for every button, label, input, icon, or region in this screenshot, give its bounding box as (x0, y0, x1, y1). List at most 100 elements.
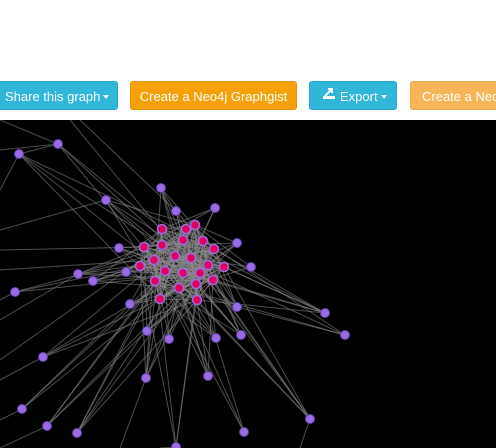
graph-edge (21, 298, 161, 410)
graph-edge (139, 265, 177, 448)
graph-node[interactable] (42, 421, 52, 431)
graph-node-core[interactable] (194, 267, 206, 279)
graph-edge (0, 273, 79, 321)
graph-node[interactable] (232, 238, 242, 248)
graph-edge (76, 228, 187, 434)
graph-edge (105, 199, 156, 282)
graph-canvas[interactable] (0, 120, 496, 448)
graph-edge (202, 240, 217, 339)
graph-node-core[interactable] (218, 261, 230, 273)
graph-node[interactable] (73, 269, 83, 279)
graph-node-core[interactable] (154, 293, 166, 305)
graph-edge (18, 143, 59, 155)
graph-node-core[interactable] (197, 235, 209, 247)
graph-node[interactable] (305, 414, 315, 424)
graph-edge (190, 257, 209, 377)
graph-edge (212, 279, 311, 420)
create-graphgist-button[interactable]: Create a Neo4j Graphgist (130, 81, 297, 110)
graph-node[interactable] (320, 308, 330, 318)
graph-node[interactable] (211, 333, 221, 343)
graph-node[interactable] (246, 262, 256, 272)
graph-node-core[interactable] (207, 274, 219, 286)
graph-edge (0, 356, 44, 381)
graph-edge (0, 199, 107, 231)
graph-node-core[interactable] (189, 219, 201, 231)
create-graphgist-label: Create a Neo4j Graphgist (139, 89, 288, 104)
graph-node-core[interactable] (177, 267, 189, 279)
graph-node[interactable] (53, 139, 63, 149)
graph-node[interactable] (156, 183, 166, 193)
graph-node[interactable] (340, 330, 350, 340)
graph-edge (139, 265, 147, 379)
graph-edge (0, 143, 59, 151)
graph-node-core[interactable] (149, 275, 161, 287)
graph-node[interactable] (88, 276, 98, 286)
top-bar (0, 0, 496, 63)
graph-edge (79, 120, 177, 212)
graph-edge (143, 246, 245, 433)
graph-edge (18, 153, 161, 300)
graph-edge (223, 266, 326, 314)
graph-edge (299, 418, 311, 448)
graph-node-core[interactable] (190, 278, 202, 290)
graph-node[interactable] (121, 267, 131, 277)
graph-edge (194, 224, 238, 244)
share-graph-button[interactable]: Share this graph (0, 81, 118, 110)
share-graph-label: Share this graph (5, 89, 101, 104)
graph-edge (223, 266, 311, 420)
graph-node-core[interactable] (156, 223, 168, 235)
graph-node[interactable] (72, 428, 82, 438)
graph-node[interactable] (239, 427, 249, 437)
graph-node[interactable] (14, 149, 24, 159)
graph-edge (178, 287, 245, 433)
graph-edge (46, 283, 197, 427)
graph-edge (159, 298, 217, 339)
graph-node-core[interactable] (148, 254, 160, 266)
graph-node[interactable] (164, 334, 174, 344)
graph-node[interactable] (236, 330, 246, 340)
graph-edge (76, 272, 184, 434)
graph-edge (207, 279, 214, 377)
graph-edge (194, 224, 252, 268)
graph-edge (125, 271, 184, 274)
graph-node-core[interactable] (191, 294, 203, 306)
graph-edge (92, 265, 141, 282)
graph-node-core[interactable] (208, 243, 220, 255)
graph-edges (0, 120, 346, 448)
create-neo-label: Create a Neo (422, 89, 496, 104)
graph-node-core[interactable] (202, 259, 214, 271)
export-icon (322, 81, 336, 110)
graph-node-core[interactable] (138, 241, 150, 253)
graph-edge (69, 120, 161, 230)
graph-node[interactable] (210, 203, 220, 213)
graph-edge (76, 299, 198, 434)
graph-edge (0, 244, 163, 361)
graph-node[interactable] (17, 404, 27, 414)
graph-node[interactable] (114, 243, 124, 253)
create-neo-button[interactable]: Create a Neo (410, 81, 496, 110)
graph-node[interactable] (232, 302, 242, 312)
network-graph[interactable] (0, 120, 496, 448)
graph-node[interactable] (203, 371, 213, 381)
export-button[interactable]: Export (309, 81, 397, 110)
graph-node[interactable] (101, 195, 111, 205)
graph-node[interactable] (125, 299, 135, 309)
graph-node[interactable] (171, 206, 181, 216)
graph-node-core[interactable] (177, 234, 189, 246)
graph-node-core[interactable] (159, 265, 171, 277)
graph-edge (213, 248, 238, 308)
graph-node-core[interactable] (134, 260, 146, 272)
graph-node[interactable] (142, 326, 152, 336)
graph-node-core[interactable] (156, 239, 168, 251)
graph-node[interactable] (171, 442, 181, 448)
graph-edge (145, 270, 166, 379)
graph-node[interactable] (141, 373, 151, 383)
export-label: Export (340, 89, 378, 104)
graph-edge (236, 306, 346, 336)
graph-node[interactable] (10, 287, 20, 297)
graph-node-core[interactable] (173, 282, 185, 294)
graph-node-core[interactable] (180, 223, 192, 235)
graph-node-core[interactable] (185, 252, 197, 264)
graph-node-core[interactable] (169, 250, 181, 262)
graph-node[interactable] (38, 352, 48, 362)
